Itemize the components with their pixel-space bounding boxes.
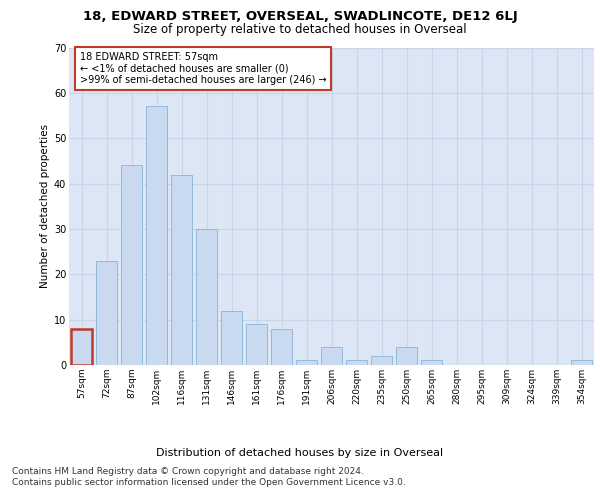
Text: 18, EDWARD STREET, OVERSEAL, SWADLINCOTE, DE12 6LJ: 18, EDWARD STREET, OVERSEAL, SWADLINCOTE… bbox=[83, 10, 517, 23]
Bar bbox=[171, 174, 192, 365]
Bar bbox=[271, 328, 292, 365]
Bar bbox=[371, 356, 392, 365]
Bar bbox=[96, 260, 117, 365]
Text: Contains HM Land Registry data © Crown copyright and database right 2024.
Contai: Contains HM Land Registry data © Crown c… bbox=[12, 468, 406, 487]
Text: Size of property relative to detached houses in Overseal: Size of property relative to detached ho… bbox=[133, 22, 467, 36]
Bar bbox=[396, 347, 417, 365]
Bar bbox=[146, 106, 167, 365]
Bar bbox=[421, 360, 442, 365]
Bar bbox=[321, 347, 342, 365]
Y-axis label: Number of detached properties: Number of detached properties bbox=[40, 124, 50, 288]
Bar bbox=[71, 328, 92, 365]
Bar bbox=[246, 324, 267, 365]
Bar bbox=[571, 360, 592, 365]
Bar bbox=[121, 166, 142, 365]
Bar bbox=[296, 360, 317, 365]
Bar bbox=[346, 360, 367, 365]
Text: Distribution of detached houses by size in Overseal: Distribution of detached houses by size … bbox=[157, 448, 443, 458]
Bar bbox=[221, 310, 242, 365]
Text: 18 EDWARD STREET: 57sqm
← <1% of detached houses are smaller (0)
>99% of semi-de: 18 EDWARD STREET: 57sqm ← <1% of detache… bbox=[79, 52, 326, 86]
Bar bbox=[196, 229, 217, 365]
